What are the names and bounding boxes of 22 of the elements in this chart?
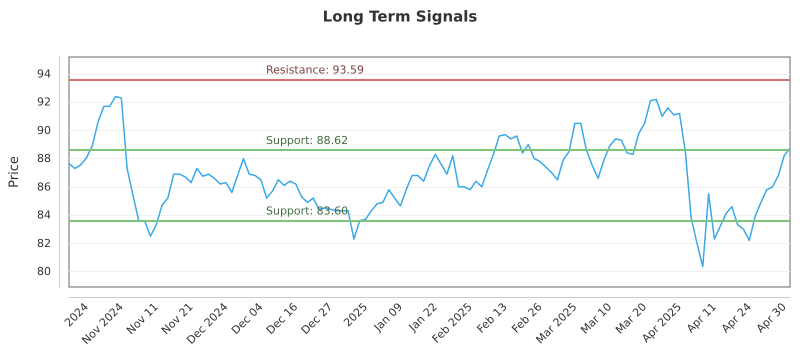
x-tick-label: Apr 11 xyxy=(684,300,720,336)
x-tick-label: Dec 16 xyxy=(264,300,300,337)
y-tick-label: 84 xyxy=(37,208,51,222)
x-tick-label: Feb 13 xyxy=(474,300,510,336)
x-tick-label: Apr 30 xyxy=(754,300,789,336)
chart-title: Long Term Signals xyxy=(322,8,478,26)
x-tick-label: Apr 24 xyxy=(718,300,754,336)
y-tick-label: 92 xyxy=(37,96,51,109)
x-tick-label: Mar 10 xyxy=(578,300,614,337)
y-tick-label: 88 xyxy=(37,152,51,166)
y-axis-title: Price xyxy=(7,156,22,188)
x-tick-label: Dec 27 xyxy=(298,300,336,337)
ref-line-label: Resistance: 93.59 xyxy=(266,64,364,77)
x-tick-label: Dec 04 xyxy=(228,300,266,337)
y-tick-label: 90 xyxy=(37,124,51,137)
y-tick-label: 94 xyxy=(37,67,51,80)
line-series xyxy=(68,96,791,268)
y-tick-label: 80 xyxy=(37,264,51,278)
ref-line-label: Support: 88.62 xyxy=(266,134,348,147)
y-tick-label: 82 xyxy=(37,236,51,250)
y-tick-label: 86 xyxy=(37,180,51,194)
x-tick-label: Jan 09 xyxy=(370,300,406,335)
